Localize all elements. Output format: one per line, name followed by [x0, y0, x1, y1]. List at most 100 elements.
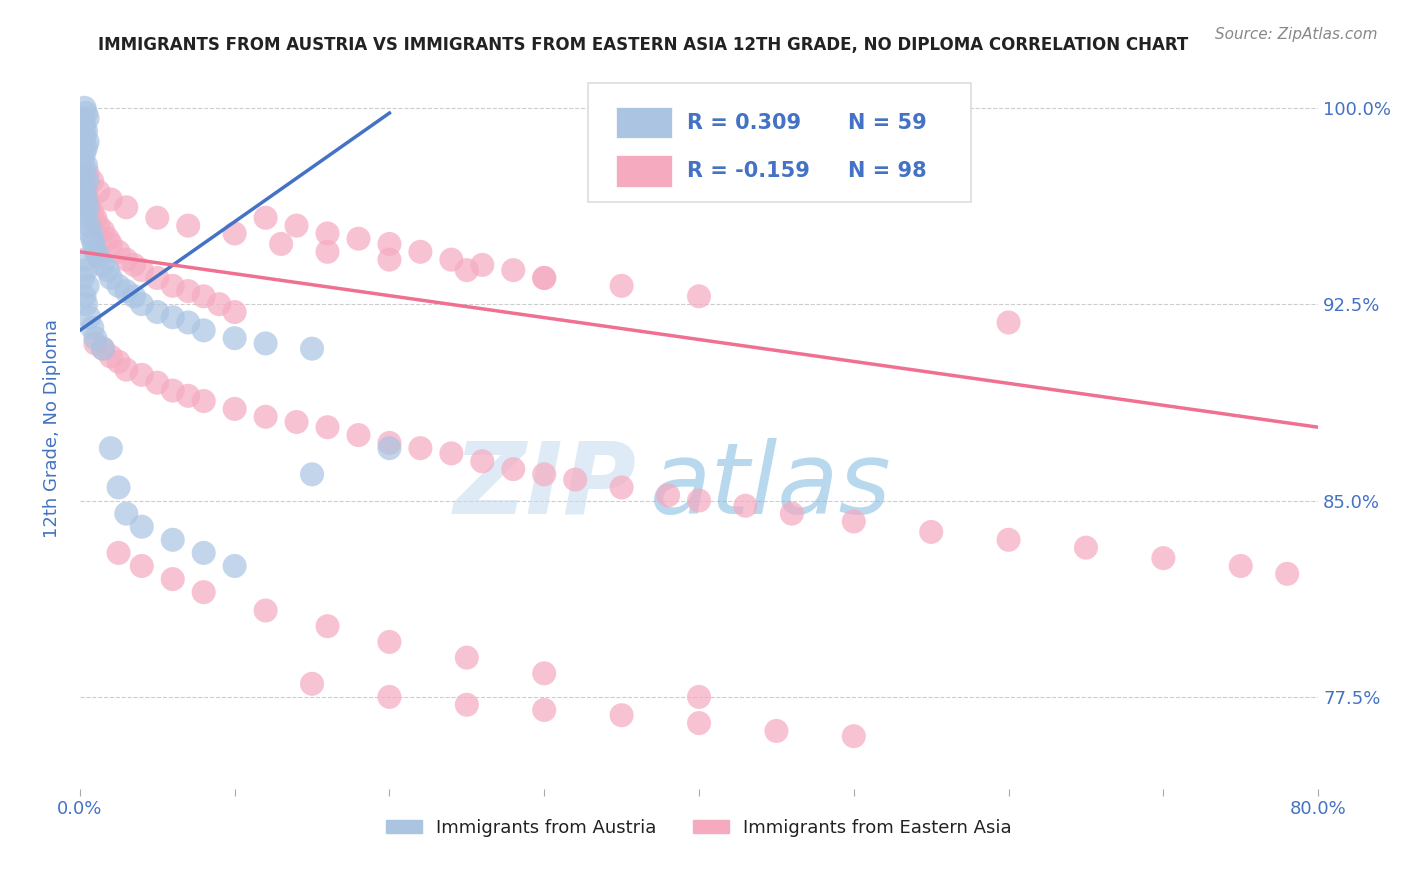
Point	[131, 263, 153, 277]
Point	[73, 179, 96, 194]
Point	[146, 305, 169, 319]
Text: atlas: atlas	[650, 438, 891, 534]
Point	[115, 507, 138, 521]
Point	[224, 331, 246, 345]
Point	[72, 114, 94, 128]
Point	[107, 278, 129, 293]
Point	[115, 200, 138, 214]
Point	[115, 284, 138, 298]
Point	[162, 533, 184, 547]
Point	[80, 227, 103, 241]
Point	[316, 227, 339, 241]
Point	[91, 224, 114, 238]
Point	[765, 723, 787, 738]
Point	[100, 350, 122, 364]
Point	[1152, 551, 1174, 566]
Point	[285, 219, 308, 233]
Point	[688, 289, 710, 303]
Point	[378, 436, 401, 450]
Point	[301, 467, 323, 482]
Point	[440, 252, 463, 267]
Point	[77, 219, 100, 233]
Point	[657, 488, 679, 502]
Point	[91, 342, 114, 356]
Point	[73, 185, 96, 199]
Point	[688, 493, 710, 508]
Point	[87, 219, 110, 233]
Point	[146, 271, 169, 285]
Point	[76, 200, 98, 214]
Point	[347, 428, 370, 442]
Point	[1074, 541, 1097, 555]
Point	[97, 263, 120, 277]
Point	[76, 193, 98, 207]
Point	[162, 278, 184, 293]
Point	[842, 515, 865, 529]
Point	[122, 289, 145, 303]
Point	[76, 166, 98, 180]
Point	[688, 690, 710, 704]
Point	[75, 193, 97, 207]
Point	[316, 420, 339, 434]
Point	[378, 690, 401, 704]
Point	[1275, 566, 1298, 581]
Point	[471, 454, 494, 468]
Point	[502, 263, 524, 277]
Point	[378, 441, 401, 455]
Text: N = 98: N = 98	[848, 161, 927, 181]
Point	[84, 331, 107, 345]
Point	[533, 666, 555, 681]
Point	[162, 384, 184, 398]
Point	[72, 153, 94, 168]
Point	[920, 524, 942, 539]
Point	[83, 236, 105, 251]
Point	[254, 211, 277, 225]
Point	[409, 244, 432, 259]
Point	[193, 289, 215, 303]
Point	[77, 200, 100, 214]
Point	[115, 362, 138, 376]
Y-axis label: 12th Grade, No Diploma: 12th Grade, No Diploma	[44, 319, 60, 538]
Point	[456, 263, 478, 277]
Point	[177, 284, 200, 298]
Point	[564, 473, 586, 487]
Point	[131, 368, 153, 382]
Point	[107, 355, 129, 369]
Point	[75, 106, 97, 120]
Point	[193, 394, 215, 409]
Point	[146, 376, 169, 390]
FancyBboxPatch shape	[588, 83, 972, 202]
Point	[378, 635, 401, 649]
Point	[842, 729, 865, 743]
Point	[100, 441, 122, 455]
Point	[84, 336, 107, 351]
Point	[193, 323, 215, 337]
Point	[75, 263, 97, 277]
Point	[82, 205, 104, 219]
Point	[456, 650, 478, 665]
Bar	[616, 155, 672, 186]
Point	[91, 342, 114, 356]
Point	[734, 499, 756, 513]
Point	[177, 316, 200, 330]
Point	[84, 211, 107, 225]
Point	[72, 179, 94, 194]
Point	[82, 320, 104, 334]
Text: R = 0.309: R = 0.309	[686, 112, 801, 133]
Point	[107, 480, 129, 494]
Point	[115, 252, 138, 267]
Point	[254, 336, 277, 351]
Point	[131, 297, 153, 311]
Point	[316, 619, 339, 633]
Point	[75, 297, 97, 311]
Point	[87, 250, 110, 264]
Point	[224, 559, 246, 574]
Point	[270, 236, 292, 251]
Point	[440, 446, 463, 460]
Point	[75, 158, 97, 172]
Text: Source: ZipAtlas.com: Source: ZipAtlas.com	[1215, 27, 1378, 42]
Point	[688, 716, 710, 731]
Point	[75, 211, 97, 225]
Point	[76, 174, 98, 188]
Point	[533, 703, 555, 717]
